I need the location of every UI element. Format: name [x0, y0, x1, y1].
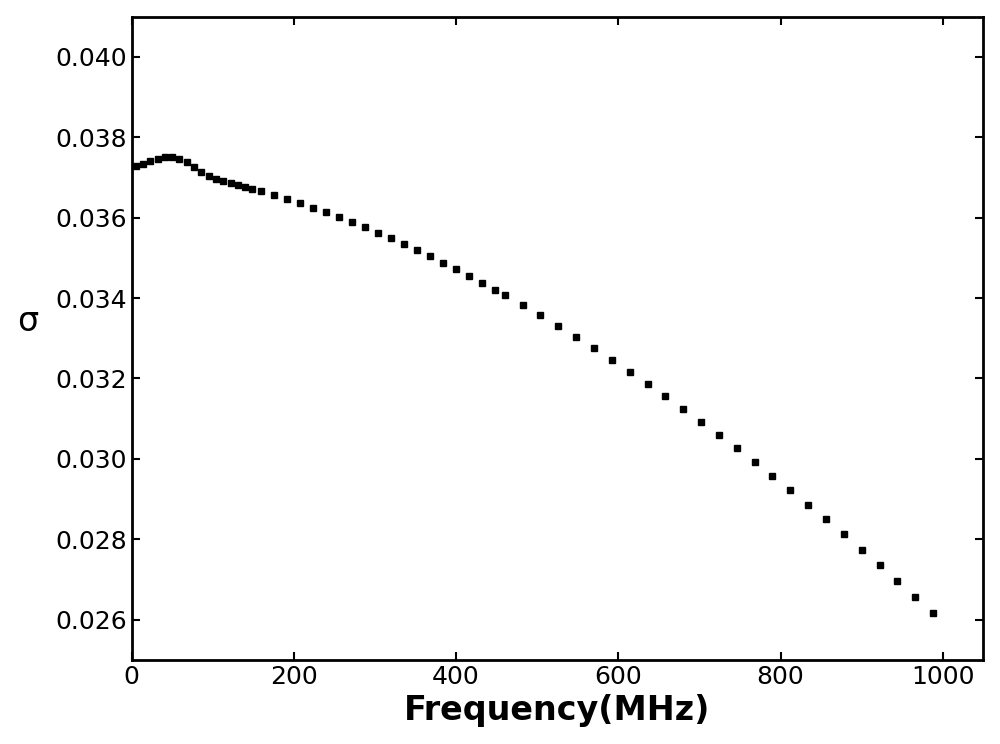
X-axis label: Frequency(MHz): Frequency(MHz)	[404, 694, 711, 728]
Y-axis label: σ: σ	[17, 305, 38, 339]
